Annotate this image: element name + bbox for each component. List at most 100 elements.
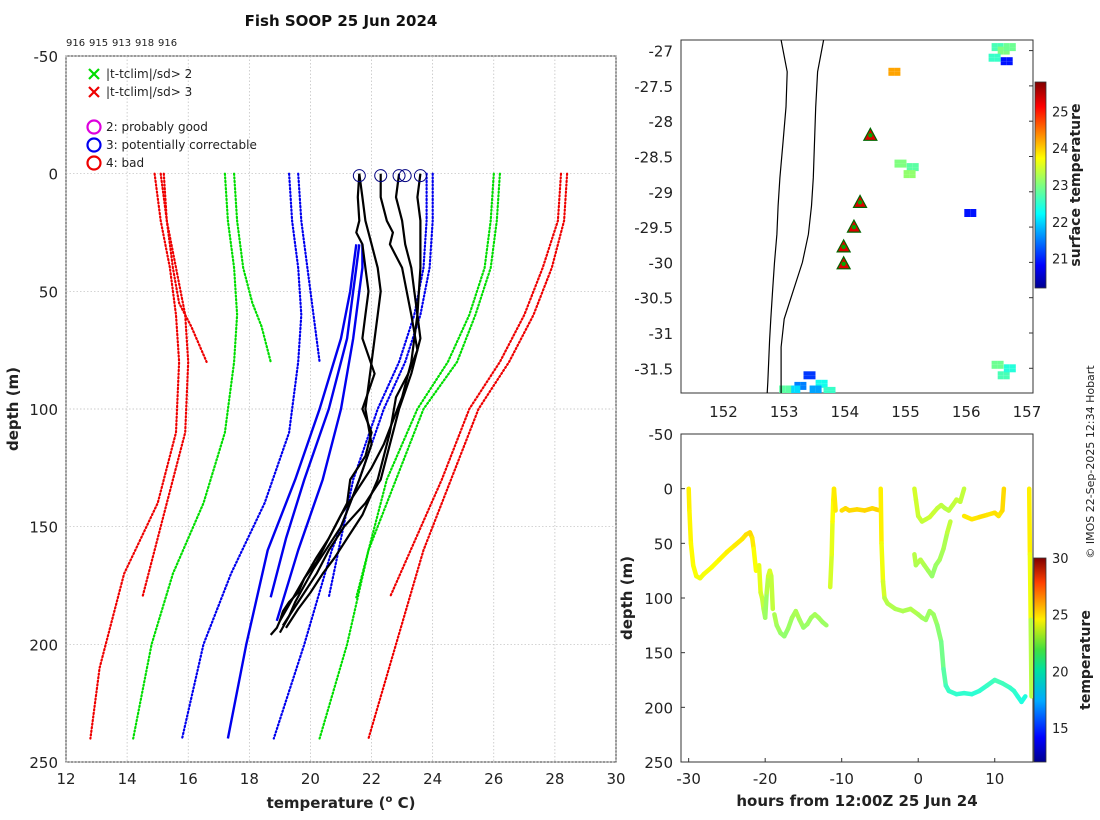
map-sst-pixel xyxy=(829,390,836,393)
map-sst-pixel xyxy=(997,375,1004,380)
map-sst-pixel xyxy=(909,170,916,175)
timeseries-colorbar-label: temperature xyxy=(1078,610,1094,710)
map-sst-pixel xyxy=(779,389,786,393)
map-sst-pixel xyxy=(823,386,830,391)
map-sst-pixel xyxy=(988,57,995,62)
timeseries-segment xyxy=(938,639,946,672)
timeseries-ytick-label: 0 xyxy=(663,481,673,499)
map-colorbar-tick-label: 25 xyxy=(1052,105,1069,120)
map-sst-pixel xyxy=(809,389,816,393)
profile-surface-circle xyxy=(374,169,388,183)
profile-top-label: 916 xyxy=(158,38,177,49)
timeseries-series-drop-9 xyxy=(912,486,967,524)
map-ytick-label: -28 xyxy=(649,113,674,131)
map-colorbar-label: surface temperature xyxy=(1068,103,1084,266)
profile-xlabel: temperature (o C) xyxy=(267,794,416,812)
profile-series-red-right-a xyxy=(367,172,569,740)
map-sst-pixel xyxy=(794,389,801,393)
profile-top-label: 915 xyxy=(89,38,108,49)
timeseries-colorbar xyxy=(1033,557,1047,763)
map-xtick-label: 154 xyxy=(831,403,860,421)
map-sst-pixel xyxy=(1009,368,1016,373)
map-sst-pixel xyxy=(991,364,998,369)
timeseries-ytick-label: 150 xyxy=(644,645,673,663)
map-sst-pixel xyxy=(912,163,919,168)
map-station-marker xyxy=(862,127,878,141)
profile-xlabel-sup: o xyxy=(385,794,392,805)
profile-legend: |t-tclim|/sd> 2 |t-tclim|/sd> 3 2: probabl… xyxy=(86,67,257,171)
map-sst-pixel xyxy=(1000,57,1007,62)
map-sst-pixel xyxy=(888,67,895,72)
profile-xtick-label: 18 xyxy=(240,770,259,788)
map-sst-pixel xyxy=(815,379,822,384)
profile-series-green-right-b xyxy=(355,172,495,599)
profile-series-red-left-c xyxy=(141,172,190,599)
timeseries-segment xyxy=(827,552,834,590)
profile-series-green-left-b xyxy=(233,172,272,363)
timeseries-series-drop-1 xyxy=(686,486,759,581)
map-sst-pixel xyxy=(991,360,998,365)
profile-top-label: 916 xyxy=(66,38,85,49)
map-sst-pixel xyxy=(809,385,816,390)
timeseries-ytick-label: 250 xyxy=(644,754,673,772)
timeseries-segment xyxy=(1027,552,1033,623)
profile-xtick-label: 26 xyxy=(484,770,503,788)
profile-xtick-label: 12 xyxy=(56,770,75,788)
map-xtick-label: 155 xyxy=(891,403,920,421)
profile-tick-labels: 12 14 16 18 20 22 24 26 28 30 -50 0 50 100 150 200 250 xyxy=(29,48,625,788)
profile-top-label: 913 xyxy=(112,38,131,49)
timeseries-segment xyxy=(879,541,886,584)
timeseries-segment xyxy=(1028,617,1033,699)
map-station-marker xyxy=(852,194,868,208)
timeseries-segment xyxy=(820,619,829,628)
map-station-marker xyxy=(836,238,852,253)
legend-circle-marker xyxy=(86,137,102,153)
map-sst-pixel xyxy=(900,163,907,168)
map-sst-pixel xyxy=(994,53,1001,58)
profile-series-xbt-5 xyxy=(278,173,422,622)
map-sst-pixel xyxy=(779,385,786,390)
map-sst-pixel xyxy=(900,159,907,164)
timeseries-segment xyxy=(764,573,771,595)
timeseries-segment xyxy=(913,497,921,519)
map-axes-box xyxy=(680,39,1034,394)
map-sst-pixel xyxy=(803,371,810,376)
profile-ytick-label: 250 xyxy=(29,754,58,772)
map-sst-pixel xyxy=(809,375,816,380)
map-station-dot xyxy=(857,200,863,205)
map-ytick-label: -30 xyxy=(649,254,674,272)
timeseries-series-drop-6 xyxy=(878,486,944,644)
timeseries-series-drop-3 xyxy=(772,608,829,639)
timeseries-xtick-label: 10 xyxy=(985,770,1004,788)
profile-ytick-label: 0 xyxy=(48,166,58,184)
timeseries-segment xyxy=(831,486,838,513)
profile-ylabel: depth (m) xyxy=(4,367,22,451)
map-sst-pixel xyxy=(1009,47,1016,52)
legend-circle-marker xyxy=(86,155,102,171)
map-sst-pixel xyxy=(823,390,830,393)
timeseries-segment xyxy=(769,573,776,612)
map-sst-pixel xyxy=(894,67,901,72)
map-sst-pixel xyxy=(906,163,913,168)
timeseries-segment xyxy=(958,486,967,505)
timeseries-colorbar-tick-label: 30 xyxy=(1052,552,1069,567)
legend-cross-stroke xyxy=(88,68,100,80)
map-sst-pixel xyxy=(785,385,792,390)
timeseries-ytick-label: 50 xyxy=(654,535,673,553)
map-sst-pixel xyxy=(903,174,910,179)
timeseries-series-drop-7 xyxy=(938,639,1028,705)
map-sst-pixel xyxy=(888,71,895,76)
map-sst-pixel xyxy=(894,71,901,76)
profile-ytick-label: 150 xyxy=(29,519,58,537)
timeseries-ylabel: depth (m) xyxy=(618,556,636,640)
map-sst-pixel xyxy=(912,167,919,172)
legend-cross-stroke xyxy=(88,86,100,98)
map-sst-pixel xyxy=(794,385,801,390)
map-station-marker xyxy=(846,218,862,233)
figure-title: Fish SOOP 25 Jun 2024 xyxy=(245,12,438,30)
map-sst-pixel xyxy=(970,213,977,217)
timeseries-segment xyxy=(935,623,944,644)
map-sst-pixel xyxy=(997,50,1004,55)
map-sst-pixel xyxy=(1003,371,1010,376)
